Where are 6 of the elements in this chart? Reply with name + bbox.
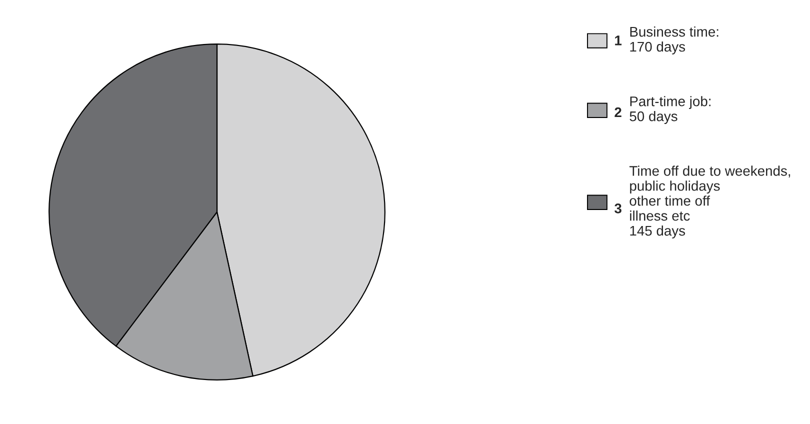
text: 3: [614, 204, 622, 214]
text: 1: [615, 36, 622, 46]
text: 2: [614, 107, 622, 118]
legend-label: Part-time job: 50 days: [630, 96, 710, 124]
legend-label: Business time: 170 days: [630, 26, 718, 54]
legend-label: Time off due to weekends, public holidays other time off illness etc 145 days: [629, 166, 790, 238]
